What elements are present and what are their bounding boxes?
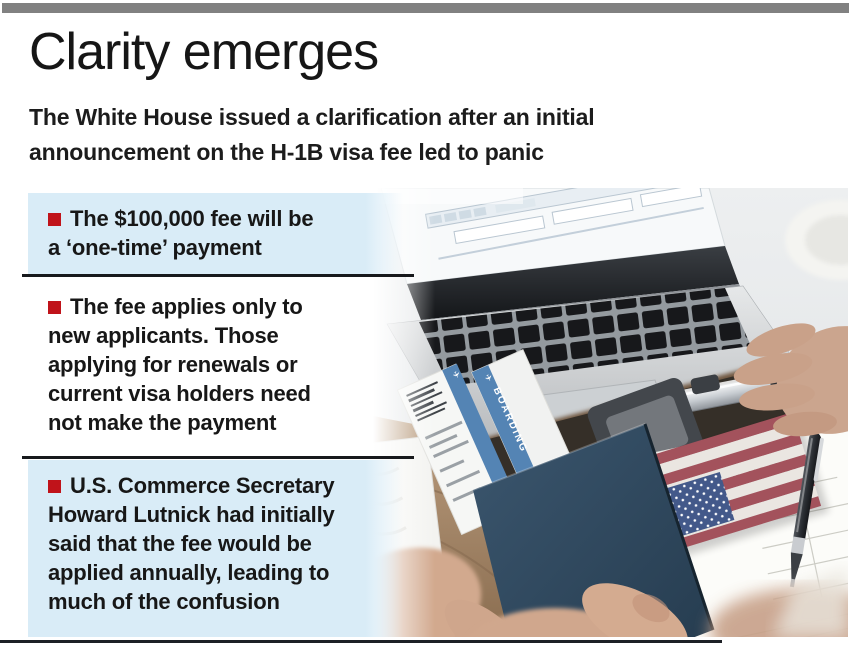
hand-on-laptop (733, 323, 848, 437)
fact-text: The fee applies only to new applicants. … (48, 294, 311, 435)
photo-visa-scene: VISA APPLICATION (373, 188, 848, 637)
top-bar (2, 3, 849, 13)
blurred-foreground-hand (710, 568, 848, 637)
fact-item-3: U.S. Commerce Secretary Howard Lutnick h… (28, 460, 403, 637)
saucer-plate (785, 200, 848, 280)
bullet-square-icon (48, 213, 61, 226)
fact-text: The $100,000 fee will be a ‘one-time’ pa… (48, 206, 314, 260)
divider-1 (22, 274, 414, 277)
airplane-icon: ✈ (482, 372, 494, 383)
bottom-rule (0, 640, 722, 643)
passport (472, 423, 715, 637)
fact-text: U.S. Commerce Secretary Howard Lutnick h… (48, 473, 335, 614)
fact-item-1: The $100,000 fee will be a ‘one-time’ pa… (28, 193, 403, 274)
airplane-icon: ✈ (450, 369, 462, 380)
bullet-square-icon (48, 480, 61, 493)
page-title: Clarity emerges (29, 23, 379, 81)
subtitle: The White House issued a clarification a… (29, 104, 595, 165)
photo-top-fade (373, 188, 523, 204)
laptop-screen-form (425, 188, 704, 260)
divider-2 (22, 456, 414, 459)
photo-left-fade (373, 188, 435, 637)
fact-item-2: The fee applies only to new applicants. … (28, 281, 403, 457)
bullet-square-icon (48, 301, 61, 314)
pen (790, 432, 824, 588)
